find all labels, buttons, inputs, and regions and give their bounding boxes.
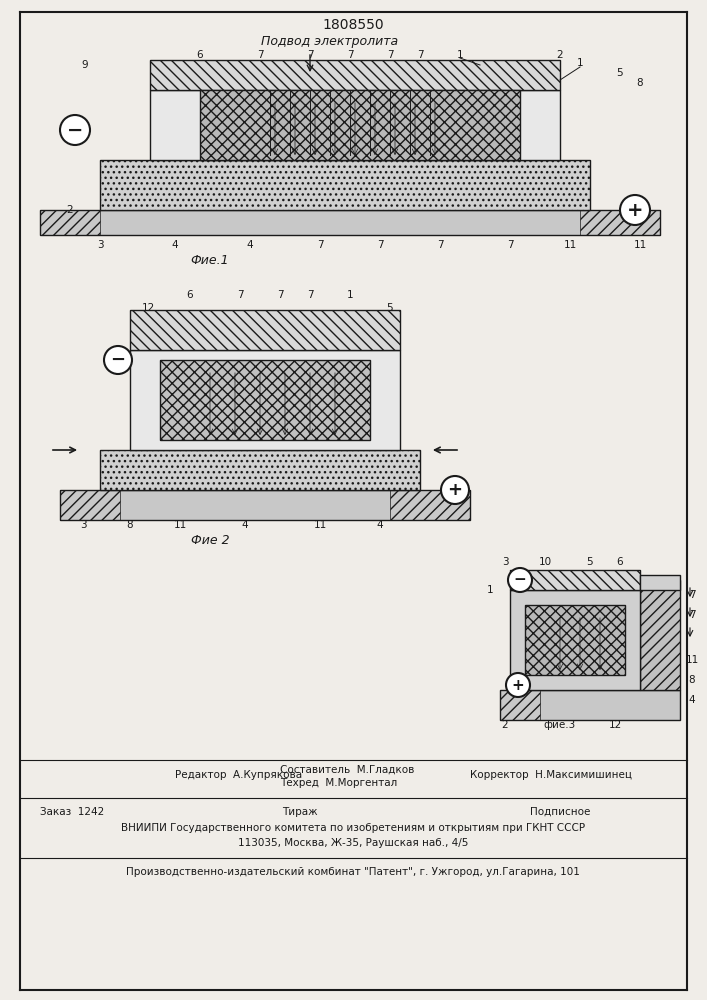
- Text: 1: 1: [577, 58, 583, 68]
- Text: 5: 5: [387, 303, 393, 313]
- Text: 11: 11: [173, 520, 187, 530]
- Text: 7: 7: [307, 50, 313, 60]
- Text: 1808550: 1808550: [322, 18, 384, 32]
- Polygon shape: [100, 450, 420, 490]
- Text: 8: 8: [127, 520, 134, 530]
- Text: +: +: [512, 678, 525, 692]
- Text: 3: 3: [97, 240, 103, 250]
- Text: 7: 7: [257, 50, 263, 60]
- Text: 10: 10: [539, 557, 551, 567]
- Text: фие.3: фие.3: [544, 720, 576, 730]
- Text: Производственно-издательский комбинат "Патент", г. Ужгород, ул.Гагарина, 101: Производственно-издательский комбинат "П…: [126, 867, 580, 877]
- Text: 4: 4: [377, 520, 383, 530]
- Circle shape: [508, 568, 532, 592]
- Text: Корректор  Н.Максимишинец: Корректор Н.Максимишинец: [470, 770, 632, 780]
- Text: 3: 3: [502, 557, 508, 567]
- Text: 11: 11: [563, 240, 577, 250]
- Polygon shape: [130, 350, 400, 450]
- Text: Подвод электролита: Подвод электролита: [262, 35, 399, 48]
- Text: 4: 4: [247, 240, 253, 250]
- Text: 7: 7: [689, 590, 695, 600]
- Text: Фие.1: Фие.1: [191, 253, 229, 266]
- Text: 12: 12: [141, 303, 155, 313]
- Polygon shape: [160, 360, 370, 440]
- Text: 1: 1: [346, 290, 354, 300]
- Polygon shape: [150, 60, 560, 90]
- Text: Редактор  А.Купрякова: Редактор А.Купрякова: [175, 770, 302, 780]
- Text: 9: 9: [82, 60, 88, 70]
- Polygon shape: [510, 590, 640, 690]
- Polygon shape: [500, 690, 680, 720]
- Text: 7: 7: [346, 50, 354, 60]
- Circle shape: [60, 115, 90, 145]
- Text: 6: 6: [187, 290, 193, 300]
- Polygon shape: [40, 210, 660, 235]
- Polygon shape: [100, 160, 590, 210]
- Text: 5: 5: [587, 557, 593, 567]
- Text: −: −: [110, 351, 126, 369]
- Text: 7: 7: [437, 240, 443, 250]
- Text: Составитель  М.Гладков: Составитель М.Гладков: [280, 765, 414, 775]
- Text: 1: 1: [457, 50, 463, 60]
- Text: 7: 7: [237, 290, 243, 300]
- Text: 5: 5: [617, 68, 624, 78]
- Polygon shape: [640, 580, 680, 690]
- Polygon shape: [60, 490, 470, 520]
- Text: 7: 7: [307, 290, 313, 300]
- Polygon shape: [510, 570, 640, 590]
- Text: Фие 2: Фие 2: [191, 534, 229, 546]
- Text: −: −: [67, 120, 83, 139]
- Text: ВНИИПИ Государственного комитета по изобретениям и открытиям при ГКНТ СССР: ВНИИПИ Государственного комитета по изоб…: [121, 823, 585, 833]
- Text: 7: 7: [689, 610, 695, 620]
- Text: 8: 8: [637, 78, 643, 88]
- Text: 7: 7: [507, 240, 513, 250]
- Text: 8: 8: [689, 675, 695, 685]
- Circle shape: [441, 476, 469, 504]
- Text: 7: 7: [387, 50, 393, 60]
- Text: Техред  М.Моргентал: Техред М.Моргентал: [280, 778, 397, 788]
- Text: 11: 11: [633, 240, 647, 250]
- Text: −: −: [513, 572, 527, 587]
- Polygon shape: [200, 90, 520, 160]
- Text: 4: 4: [172, 240, 178, 250]
- Circle shape: [104, 346, 132, 374]
- Polygon shape: [150, 90, 560, 160]
- Text: 3: 3: [80, 520, 86, 530]
- Text: 7: 7: [377, 240, 383, 250]
- Text: 7: 7: [416, 50, 423, 60]
- Text: 11: 11: [313, 520, 327, 530]
- Text: 6: 6: [617, 557, 624, 567]
- Text: 2: 2: [556, 50, 563, 60]
- Polygon shape: [525, 605, 625, 675]
- Text: +: +: [626, 200, 643, 220]
- Text: 7: 7: [317, 240, 323, 250]
- Text: Заказ  1242: Заказ 1242: [40, 807, 104, 817]
- Text: 6: 6: [197, 50, 204, 60]
- Text: Тираж: Тираж: [282, 807, 318, 817]
- Text: 4: 4: [242, 520, 248, 530]
- Text: 1: 1: [486, 585, 493, 595]
- Text: +: +: [448, 481, 462, 499]
- Text: 4: 4: [689, 695, 695, 705]
- Text: 12: 12: [609, 720, 621, 730]
- Text: 113035, Москва, Ж-35, Раушская наб., 4/5: 113035, Москва, Ж-35, Раушская наб., 4/5: [238, 838, 468, 848]
- Text: 2: 2: [66, 205, 74, 215]
- Polygon shape: [130, 310, 400, 350]
- Text: 7: 7: [276, 290, 284, 300]
- Circle shape: [620, 195, 650, 225]
- Circle shape: [506, 673, 530, 697]
- Polygon shape: [640, 575, 680, 590]
- Text: Подписное: Подписное: [530, 807, 590, 817]
- Text: 2: 2: [502, 720, 508, 730]
- Text: 11: 11: [685, 655, 699, 665]
